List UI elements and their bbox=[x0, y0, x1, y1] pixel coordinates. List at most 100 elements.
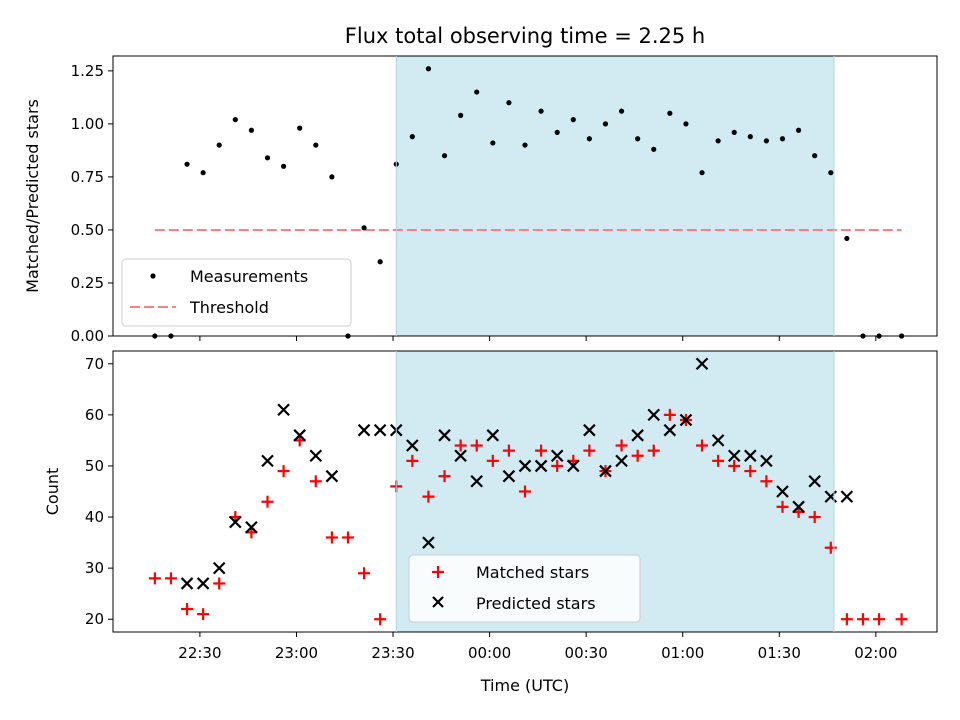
measurement-point bbox=[828, 170, 834, 176]
measurement-point bbox=[570, 117, 576, 123]
matched-star-point bbox=[895, 613, 908, 626]
predicted-star-point bbox=[711, 434, 725, 447]
predicted-star-point bbox=[534, 459, 548, 473]
predicted-star-point bbox=[422, 536, 435, 549]
predicted-star-point bbox=[567, 459, 580, 473]
measurement-point bbox=[441, 153, 448, 159]
matched-star-point bbox=[615, 439, 628, 452]
predicted-star-point bbox=[293, 429, 306, 442]
y-tick-label: 50 bbox=[85, 457, 104, 475]
measurement-point bbox=[779, 136, 786, 142]
measurement-point bbox=[474, 89, 480, 95]
measurement-point bbox=[313, 142, 319, 148]
legend-matched-marker bbox=[432, 566, 444, 578]
matched-star-point bbox=[824, 541, 837, 554]
chart-title: Flux total observing time = 2.25 h bbox=[345, 24, 705, 48]
predicted-star-point bbox=[212, 561, 226, 575]
top-panel: 0.00 0.25 0.50 0.75 1.00 1.25 Matched/Predict… bbox=[23, 55, 938, 345]
predicted-star-point bbox=[486, 429, 500, 442]
measurement-point bbox=[200, 170, 206, 176]
matched-star-point bbox=[422, 490, 435, 503]
matched-star-point bbox=[776, 500, 789, 513]
predicted-star-point bbox=[760, 454, 773, 468]
top-plot-frame bbox=[112, 55, 938, 337]
matched-star-point bbox=[406, 454, 419, 467]
predicted-star-point bbox=[325, 469, 339, 483]
matched-star-point bbox=[454, 439, 467, 452]
predicted-star-point bbox=[615, 454, 628, 468]
predicted-star-point bbox=[373, 423, 387, 437]
top-legend-box bbox=[121, 258, 352, 327]
predicted-star-point bbox=[808, 475, 821, 488]
matched-star-point bbox=[535, 444, 548, 457]
measurement-point bbox=[795, 127, 802, 133]
matched-star-point bbox=[164, 572, 177, 585]
predicted-star-point bbox=[727, 449, 741, 463]
predicted-star-point bbox=[518, 459, 532, 473]
matched-star-point bbox=[696, 439, 709, 452]
matched-star-point bbox=[374, 613, 387, 626]
measurement-point bbox=[731, 129, 737, 135]
matched-star-point bbox=[840, 613, 853, 626]
top-legend: Measurements Threshold bbox=[121, 258, 352, 327]
measurement-point bbox=[280, 163, 287, 169]
measurement-point bbox=[377, 259, 383, 265]
matched-star-point bbox=[358, 567, 371, 580]
matched-star-point bbox=[519, 485, 531, 498]
measurement-point bbox=[844, 235, 850, 242]
legend-predicted-label: Predicted stars bbox=[476, 594, 596, 613]
measurement-point bbox=[425, 66, 432, 72]
matched-star-point bbox=[261, 495, 274, 508]
predicted-star-point bbox=[229, 515, 242, 529]
x-axis-label: Time (UTC) bbox=[480, 676, 569, 695]
matched-star-point bbox=[728, 459, 741, 472]
measurement-point bbox=[248, 127, 255, 133]
bottom-panel: 20 30 40 50 60 70 22:30 23:00 23:30 00:00 00:30 01… bbox=[43, 350, 938, 695]
x-tick-label: 23:00 bbox=[275, 644, 318, 662]
x-tick-label: 01:00 bbox=[661, 644, 704, 662]
measurement-point bbox=[812, 153, 818, 159]
x-tick-label: 02:00 bbox=[854, 644, 897, 662]
top-y-axis-label: Matched/Predicted stars bbox=[23, 99, 42, 293]
legend-threshold-label: Threshold bbox=[189, 298, 269, 317]
measurement-point bbox=[747, 134, 753, 140]
legend-measurements-marker bbox=[150, 273, 156, 279]
measurement-point bbox=[329, 174, 335, 180]
legend-predicted-marker bbox=[432, 596, 444, 608]
measurement-point bbox=[458, 112, 464, 118]
predicted-star-point bbox=[406, 439, 419, 452]
x-tick-label: 22:30 bbox=[178, 644, 221, 662]
y-tick-label: 70 bbox=[85, 355, 104, 373]
matched-star-point bbox=[197, 608, 210, 621]
predicted-star-point bbox=[583, 423, 596, 437]
matched-star-point bbox=[712, 454, 725, 467]
matched-star-point bbox=[744, 465, 757, 478]
predicted-star-point bbox=[309, 449, 323, 463]
measurement-point bbox=[618, 108, 625, 114]
predicted-star-point bbox=[647, 408, 661, 422]
y-tick-label: 1.00 bbox=[71, 115, 104, 133]
predicted-star-point bbox=[776, 485, 789, 498]
y-tick-label: 20 bbox=[85, 610, 104, 628]
matched-star-point bbox=[486, 454, 499, 467]
predicted-star-point bbox=[438, 429, 451, 442]
measurement-point bbox=[506, 100, 512, 106]
x-tick-label: 00:00 bbox=[468, 644, 511, 662]
measurement-point bbox=[699, 170, 705, 176]
matched-star-point bbox=[181, 603, 194, 616]
bottom-legend: Matched stars Predicted stars bbox=[408, 554, 641, 623]
matched-star-point bbox=[760, 475, 773, 488]
matched-star-point bbox=[663, 408, 676, 421]
measurement-point bbox=[216, 142, 222, 148]
matched-star-point bbox=[631, 449, 644, 462]
matched-star-point bbox=[873, 613, 886, 626]
matched-star-point bbox=[551, 459, 564, 472]
measurement-point bbox=[297, 125, 303, 131]
top-observing-window bbox=[396, 56, 834, 336]
predicted-star-point bbox=[470, 475, 483, 488]
measurement-point bbox=[651, 146, 657, 152]
predicted-star-point bbox=[663, 423, 677, 437]
measurement-point bbox=[715, 138, 721, 144]
measurement-point bbox=[409, 134, 415, 140]
